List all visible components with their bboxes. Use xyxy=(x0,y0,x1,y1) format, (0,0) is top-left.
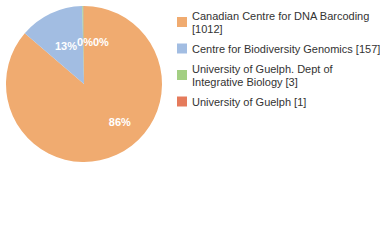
svg-text:86%: 86% xyxy=(109,116,131,128)
svg-text:0%: 0% xyxy=(77,36,93,48)
svg-text:0%: 0% xyxy=(93,36,109,48)
svg-text:Integrative Biology [3]: Integrative Biology [3] xyxy=(192,76,298,88)
svg-text:13%: 13% xyxy=(55,40,77,52)
svg-text:Centre for Biodiversity Genomi: Centre for Biodiversity Genomics [157] xyxy=(192,43,380,55)
svg-text:[1012]: [1012] xyxy=(192,23,223,35)
svg-text:University of Guelph [1]: University of Guelph [1] xyxy=(192,96,306,108)
svg-text:Canadian Centre for DNA Barcod: Canadian Centre for DNA Barcoding xyxy=(192,10,372,22)
svg-text:University of Guelph. Dept of: University of Guelph. Dept of xyxy=(192,63,336,75)
